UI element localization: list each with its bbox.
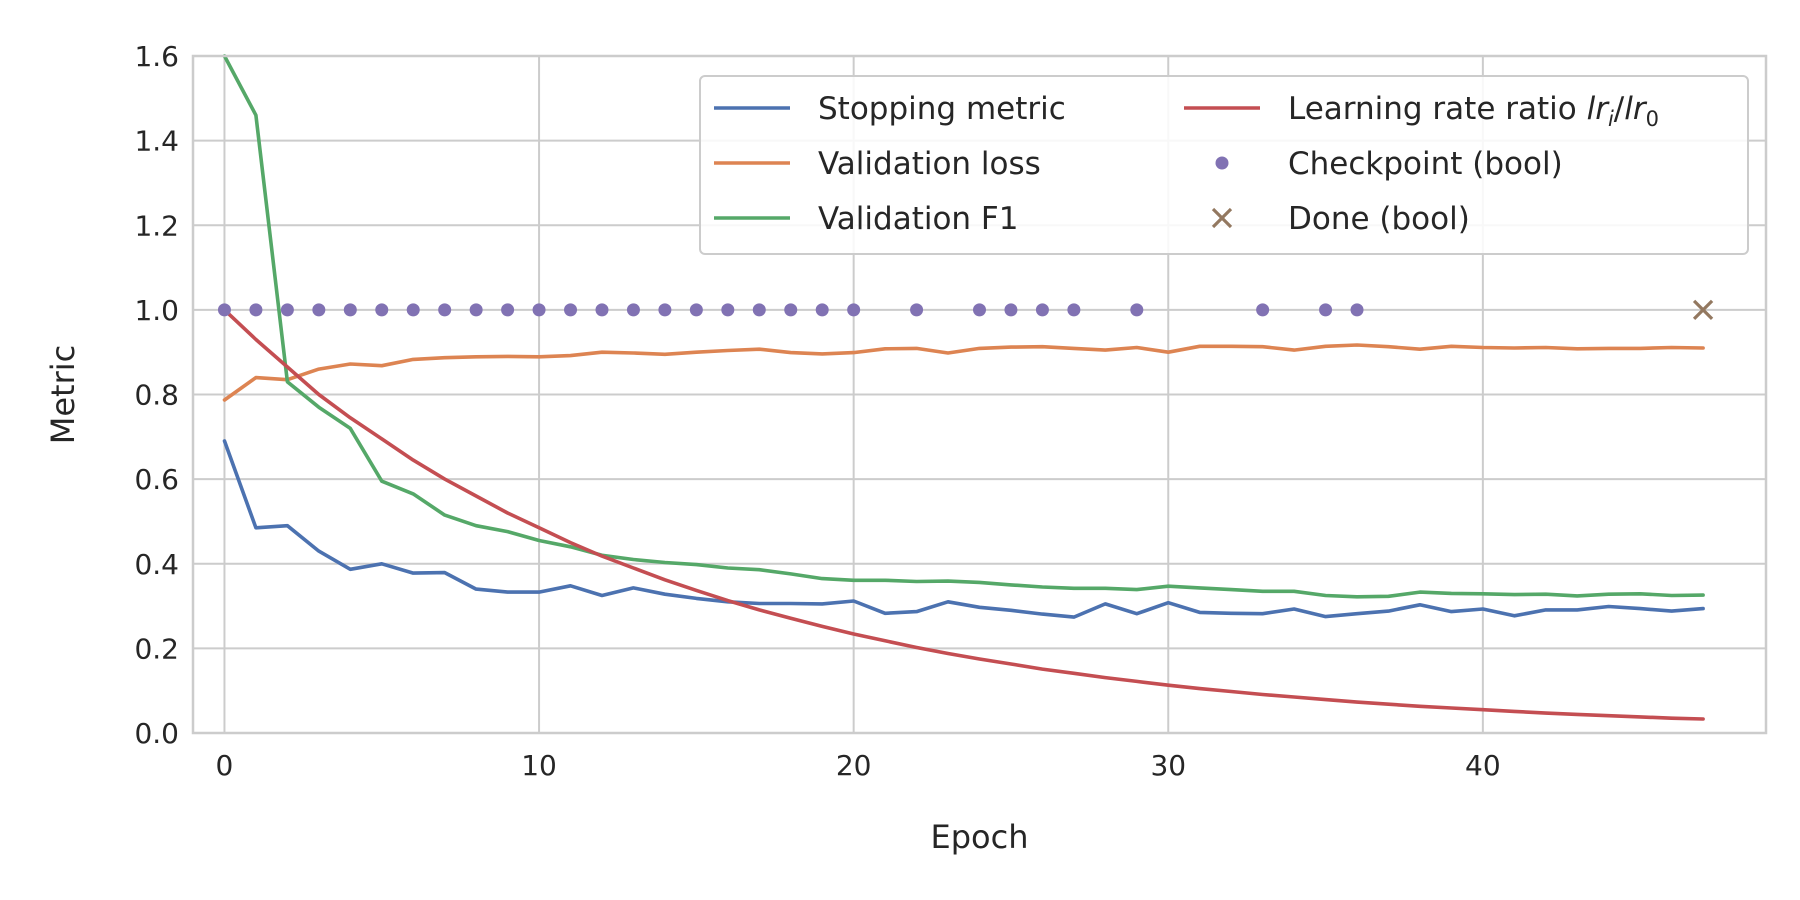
checkpoint-point	[469, 303, 483, 317]
checkpoint-point	[689, 303, 703, 317]
checkpoint-point	[784, 303, 798, 317]
x-tick-label: 0	[216, 749, 234, 782]
checkpoint-point	[564, 303, 578, 317]
checkpoint-point	[501, 303, 515, 317]
validation-f1-line	[222, 54, 1705, 599]
legend-label: Stopping metric	[818, 91, 1066, 127]
legend-label: Validation loss	[818, 146, 1041, 182]
checkpoint-point	[752, 303, 766, 317]
legend-label: Done (bool)	[1288, 201, 1470, 237]
y-axis-label: Metric	[44, 345, 82, 444]
checkpoint-point	[847, 303, 861, 317]
series-validation-loss	[222, 343, 1705, 402]
series-layer	[217, 54, 1714, 721]
legend-swatch	[1215, 156, 1229, 170]
legend-swatch	[1211, 207, 1233, 229]
series-stopping-metric	[222, 439, 1705, 619]
stopping-metric-line	[222, 439, 1705, 619]
checkpoint-point	[217, 303, 231, 317]
y-tick-label: 1.4	[134, 125, 179, 158]
checkpoint-point	[721, 303, 735, 317]
checkpoint-point	[658, 303, 672, 317]
x-tick-label: 30	[1150, 749, 1186, 782]
validation-loss-line	[222, 343, 1705, 402]
x-tick-label: 10	[521, 749, 557, 782]
checkpoint-point	[280, 303, 294, 317]
x-axis-ticks: 0 10 20 30 40	[216, 749, 1501, 782]
plot-frame	[191, 54, 1768, 735]
series-done-bool	[1692, 299, 1714, 321]
checkpoint-point	[1035, 303, 1049, 317]
y-tick-label: 1.6	[134, 40, 179, 73]
y-tick-label: 1.0	[134, 294, 179, 327]
y-tick-label: 0.6	[134, 463, 179, 496]
series-validation-f1	[222, 54, 1705, 599]
checkpoint-point	[1004, 303, 1018, 317]
checkpoint-point	[438, 303, 452, 317]
legend-entry-validation-f1: Validation F1	[714, 201, 1019, 237]
checkpoint-point	[973, 303, 986, 317]
x-tick-label: 20	[836, 749, 872, 782]
y-tick-label: 0.4	[134, 548, 179, 581]
checkpoint-point	[1256, 303, 1270, 317]
y-tick-label: 0.8	[134, 379, 179, 412]
y-tick-label: 0.2	[134, 632, 179, 665]
checkpoint-point	[815, 303, 829, 317]
series-learning-rate-ratio	[222, 308, 1705, 721]
checkpoint-point	[406, 303, 420, 317]
checkpoint-point	[343, 303, 357, 317]
x-tick-label: 40	[1465, 749, 1501, 782]
learning-rate-ratio-line	[222, 308, 1705, 721]
checkpoint-point	[375, 303, 389, 317]
y-axis-ticks: 0.0 0.2 0.4 0.6 0.8 1.0 1.2 1.4 1.6	[134, 40, 179, 750]
checkpoint-point	[1319, 303, 1333, 317]
legend-entry-done-bool: Done (bool)	[1211, 201, 1470, 237]
done-marker	[1692, 299, 1714, 321]
checkpoint-point	[910, 303, 924, 317]
legend: Stopping metric Validation loss Validation…	[699, 75, 1749, 255]
checkpoint-point	[595, 303, 609, 317]
checkpoint-point	[1067, 303, 1081, 317]
legend-label: Checkpoint (bool)	[1288, 146, 1563, 182]
x-axis-label: Epoch	[931, 818, 1029, 856]
checkpoint-point	[626, 303, 640, 317]
checkpoint-point	[249, 303, 263, 317]
checkpoint-point	[1350, 303, 1364, 317]
checkpoint-point	[1130, 303, 1144, 317]
legend-label: Validation F1	[818, 201, 1019, 237]
checkpoint-point	[532, 303, 546, 317]
legend-entry-learning-rate-ratio: Learning rate ratio lri/lr0	[1184, 91, 1659, 131]
legend-entry-validation-loss: Validation loss	[714, 146, 1041, 182]
y-tick-label: 0.0	[134, 717, 179, 750]
series-checkpoint-bool	[217, 303, 1364, 317]
legend-entry-checkpoint-bool: Checkpoint (bool)	[1215, 146, 1563, 182]
checkpoint-point	[312, 303, 326, 317]
legend-entry-stopping-metric: Stopping metric	[714, 91, 1066, 127]
legend-label: Learning rate ratio lri/lr0	[1288, 91, 1659, 131]
y-tick-label: 1.2	[134, 209, 179, 242]
